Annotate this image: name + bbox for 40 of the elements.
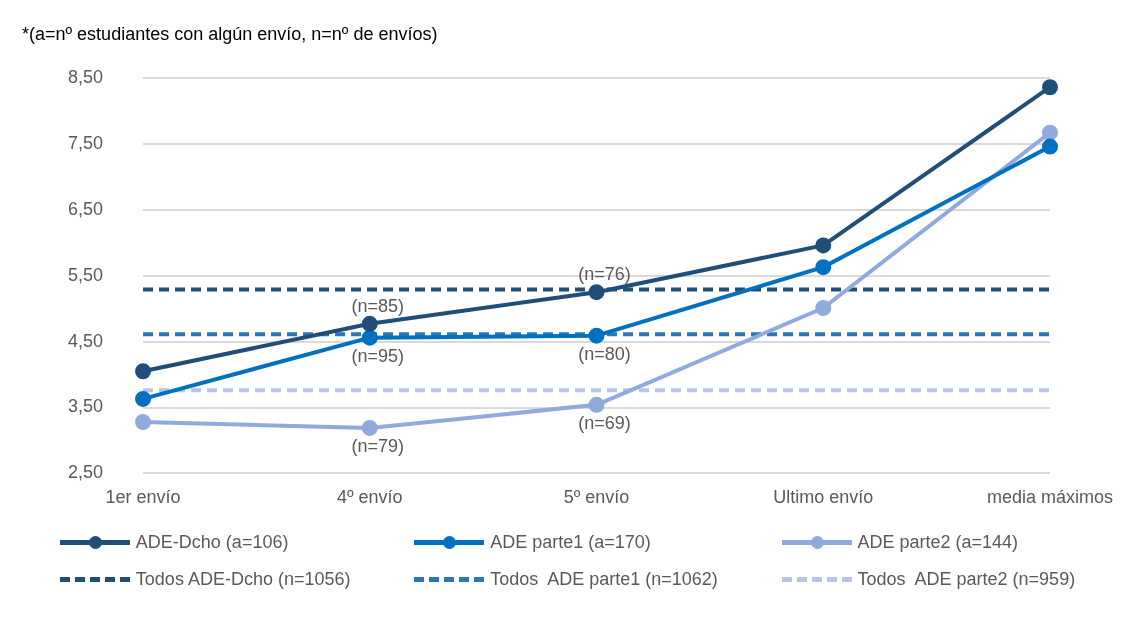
annotation: (n=79) <box>351 435 405 456</box>
y-tick-label: 3,50 <box>67 396 104 417</box>
legend-label: Todos ADE parte1 (n=1062) <box>490 569 718 590</box>
y-tick-label: 6,50 <box>67 198 104 219</box>
point <box>135 390 152 407</box>
legend-label: Todos ADE parte2 (n=959) <box>857 569 1076 590</box>
legend-label: ADE parte2 (a=144) <box>857 532 1019 553</box>
annotation: (n=95) <box>351 345 405 366</box>
point <box>135 414 152 430</box>
annotation: (n=85) <box>351 295 405 316</box>
y-tick-label: 4,50 <box>67 330 104 351</box>
point <box>1041 138 1058 155</box>
legend-label: ADE-Dcho (a=106) <box>135 532 289 553</box>
legend-label: Todos ADE-Dcho (n=1056) <box>135 569 351 590</box>
annotation: (n=76) <box>578 264 631 285</box>
y-tick-label: 7,50 <box>67 132 104 153</box>
x-tick-label: media máximos <box>986 487 1114 508</box>
point <box>135 363 152 380</box>
point <box>361 329 378 346</box>
x-tick-label: 5º envío <box>563 487 630 508</box>
point <box>588 396 605 413</box>
point <box>361 315 378 332</box>
point <box>588 284 605 301</box>
legend-label: ADE parte1 (a=170) <box>490 532 651 553</box>
point <box>815 259 832 276</box>
y-tick-label: 2,50 <box>67 462 104 483</box>
point <box>1041 79 1058 96</box>
text: *(a=nº estudiantes con algún envío, n=nº de envíos) <box>22 23 438 44</box>
annotation: (n=80) <box>578 343 631 364</box>
point <box>1041 124 1058 141</box>
point <box>361 419 378 436</box>
point <box>815 237 832 254</box>
y-tick-label: 8,50 <box>67 66 104 87</box>
point <box>815 299 832 316</box>
x-tick-label: Ultimo envío <box>773 487 874 508</box>
x-tick-label: 1er envío <box>105 487 181 508</box>
y-tick-label: 5,50 <box>67 264 104 285</box>
x-tick-label: 4º envío <box>336 487 403 508</box>
annotation: (n=69) <box>578 412 631 433</box>
point <box>588 327 605 344</box>
